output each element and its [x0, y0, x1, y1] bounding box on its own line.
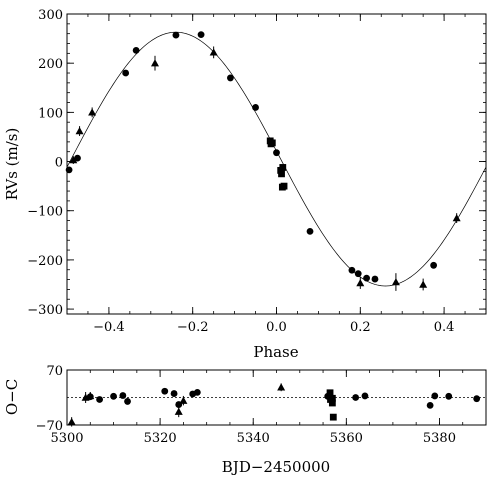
- data-point-circle: [252, 104, 259, 111]
- data-point-circle: [110, 392, 117, 400]
- y-tick-label: 70: [46, 364, 63, 379]
- x-tick-label: 5360: [330, 431, 363, 446]
- data-point-triangle: [391, 278, 400, 286]
- residuals-x-axis-label: BJD−2450000: [222, 458, 330, 476]
- data-point-square: [279, 164, 287, 171]
- y-tick-label: −100: [27, 205, 63, 220]
- y-tick-label: 0: [55, 156, 63, 171]
- x-tick-label: 0.4: [434, 320, 455, 335]
- data-point-square: [328, 399, 336, 407]
- data-point-circle: [371, 275, 379, 283]
- residuals-y-axis-label: O−C: [3, 379, 21, 415]
- y-tick-label: −300: [27, 303, 63, 318]
- residuals-axis-ticks: [66, 369, 487, 426]
- data-point-triangle: [419, 280, 428, 288]
- y-tick-label: −70: [36, 419, 63, 434]
- data-point-triangle: [452, 214, 461, 222]
- y-tick-label: 200: [38, 57, 63, 72]
- residuals-data-points: [67, 383, 481, 427]
- x-tick-label: 5340: [237, 431, 270, 446]
- rv-axis-ticks: [66, 13, 487, 314]
- rv-tick-labels: −0.4 −0.2 0.0 0.2 0.4 −300 −200 −100 0 100 200 300: [27, 8, 454, 335]
- data-point-circle: [361, 392, 369, 400]
- y-tick-label: 300: [38, 8, 63, 23]
- x-tick-label: −0.4: [93, 320, 125, 335]
- data-point-circle: [74, 154, 81, 162]
- data-point-circle: [348, 266, 356, 274]
- data-point-circle: [273, 149, 280, 157]
- x-tick-label: 5320: [144, 431, 177, 446]
- data-point-triangle: [88, 108, 97, 116]
- data-point-triangle: [174, 407, 183, 415]
- x-tick-label: 5380: [423, 431, 456, 446]
- data-point-circle: [170, 390, 178, 397]
- rv-y-axis-label: RVs (m/s): [3, 128, 21, 201]
- data-point-circle: [426, 401, 434, 409]
- x-tick-label: 0.2: [350, 320, 371, 335]
- data-point-triangle: [179, 396, 188, 404]
- data-point-circle: [172, 31, 180, 39]
- rv-x-axis-label: Phase: [253, 343, 298, 361]
- data-point-square: [280, 182, 288, 190]
- data-point-circle: [132, 46, 140, 54]
- data-point-circle: [227, 74, 234, 82]
- data-point-triangle: [75, 127, 84, 135]
- data-point-square: [328, 394, 336, 402]
- y-tick-label: 100: [38, 106, 63, 121]
- data-point-triangle: [150, 59, 159, 67]
- data-point-triangle: [356, 279, 365, 287]
- data-point-square: [278, 170, 285, 178]
- residuals-tick-labels: 5300 5320 5340 5360 5380 −70 70: [36, 364, 456, 446]
- rv-plot-frame: [66, 13, 487, 315]
- data-point-square: [326, 389, 334, 397]
- data-point-circle: [96, 396, 103, 403]
- x-tick-label: 5300: [50, 431, 83, 446]
- data-point-circle: [354, 270, 362, 278]
- data-point-circle: [124, 398, 131, 405]
- data-point-triangle: [209, 48, 218, 56]
- data-point-circle: [431, 392, 439, 400]
- data-point-circle: [65, 166, 73, 174]
- data-point-circle: [430, 261, 438, 269]
- y-tick-label: −200: [27, 254, 63, 269]
- rv-model-curve: [66, 31, 487, 287]
- data-point-circle: [473, 395, 481, 403]
- residuals-panel: 5300 5320 5340 5360 5380 −70 70 BJD−2450000 O−…: [3, 364, 487, 476]
- data-point-circle: [161, 387, 169, 395]
- data-point-circle: [119, 392, 127, 399]
- x-tick-label: 0.0: [266, 320, 287, 335]
- data-point-triangle: [86, 391, 95, 400]
- data-point-triangle: [277, 383, 286, 391]
- data-point-square: [268, 139, 276, 147]
- data-point-circle: [363, 274, 370, 282]
- data-point-circle: [122, 69, 130, 77]
- data-point-circle: [193, 388, 201, 396]
- data-point-circle: [306, 227, 314, 235]
- data-point-circle: [352, 394, 360, 401]
- data-point-circle: [445, 392, 453, 400]
- rv-data-points: [65, 31, 461, 291]
- rv-panel: −0.4 −0.2 0.0 0.2 0.4−300−200−1000100200300 …: [3, 8, 487, 361]
- data-point-square: [329, 413, 337, 421]
- data-point-triangle: [69, 156, 78, 164]
- data-point-triangle: [67, 417, 76, 426]
- x-tick-label: −0.2: [177, 320, 209, 335]
- data-point-circle: [197, 31, 205, 39]
